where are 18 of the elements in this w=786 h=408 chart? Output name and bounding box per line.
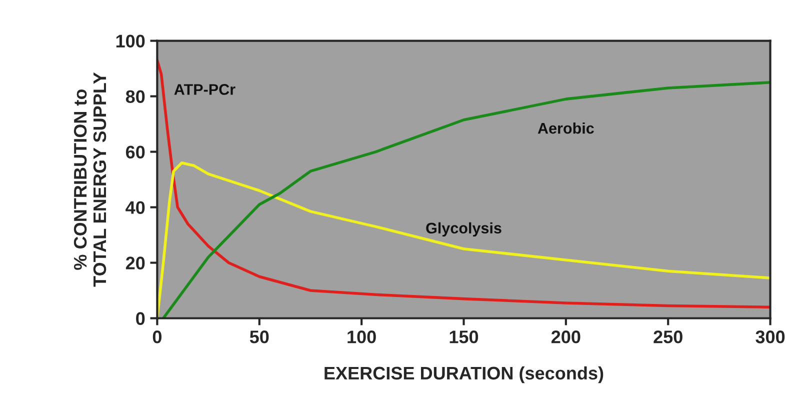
y-tick-label: 60 bbox=[126, 146, 145, 158]
y-tick-label: 100 bbox=[116, 34, 145, 48]
y-tick-label: 20 bbox=[126, 256, 145, 270]
series-label: ATP-PCr bbox=[174, 84, 236, 95]
y-tick-label: 0 bbox=[136, 312, 145, 325]
x-tick-label: 150 bbox=[450, 330, 478, 344]
y-tick-label: 40 bbox=[126, 201, 145, 214]
x-tick-label: 0 bbox=[152, 330, 162, 344]
series-label: Aerobic bbox=[538, 122, 594, 134]
x-tick-label: 50 bbox=[250, 330, 269, 344]
x-tick-label: 200 bbox=[551, 330, 580, 344]
x-tick-label: 100 bbox=[348, 330, 376, 344]
series-label: Glycolysis bbox=[426, 222, 502, 237]
x-tick-label: 250 bbox=[654, 330, 682, 344]
x-tick-label: 300 bbox=[756, 330, 785, 344]
x-axis-title: EXERCISE DURATION (seconds) bbox=[324, 366, 604, 384]
y-tick-label: 80 bbox=[126, 90, 145, 104]
y-axis-title: % CONTRIBUTION to TOTAL ENERGY SUPPLY bbox=[74, 72, 106, 287]
